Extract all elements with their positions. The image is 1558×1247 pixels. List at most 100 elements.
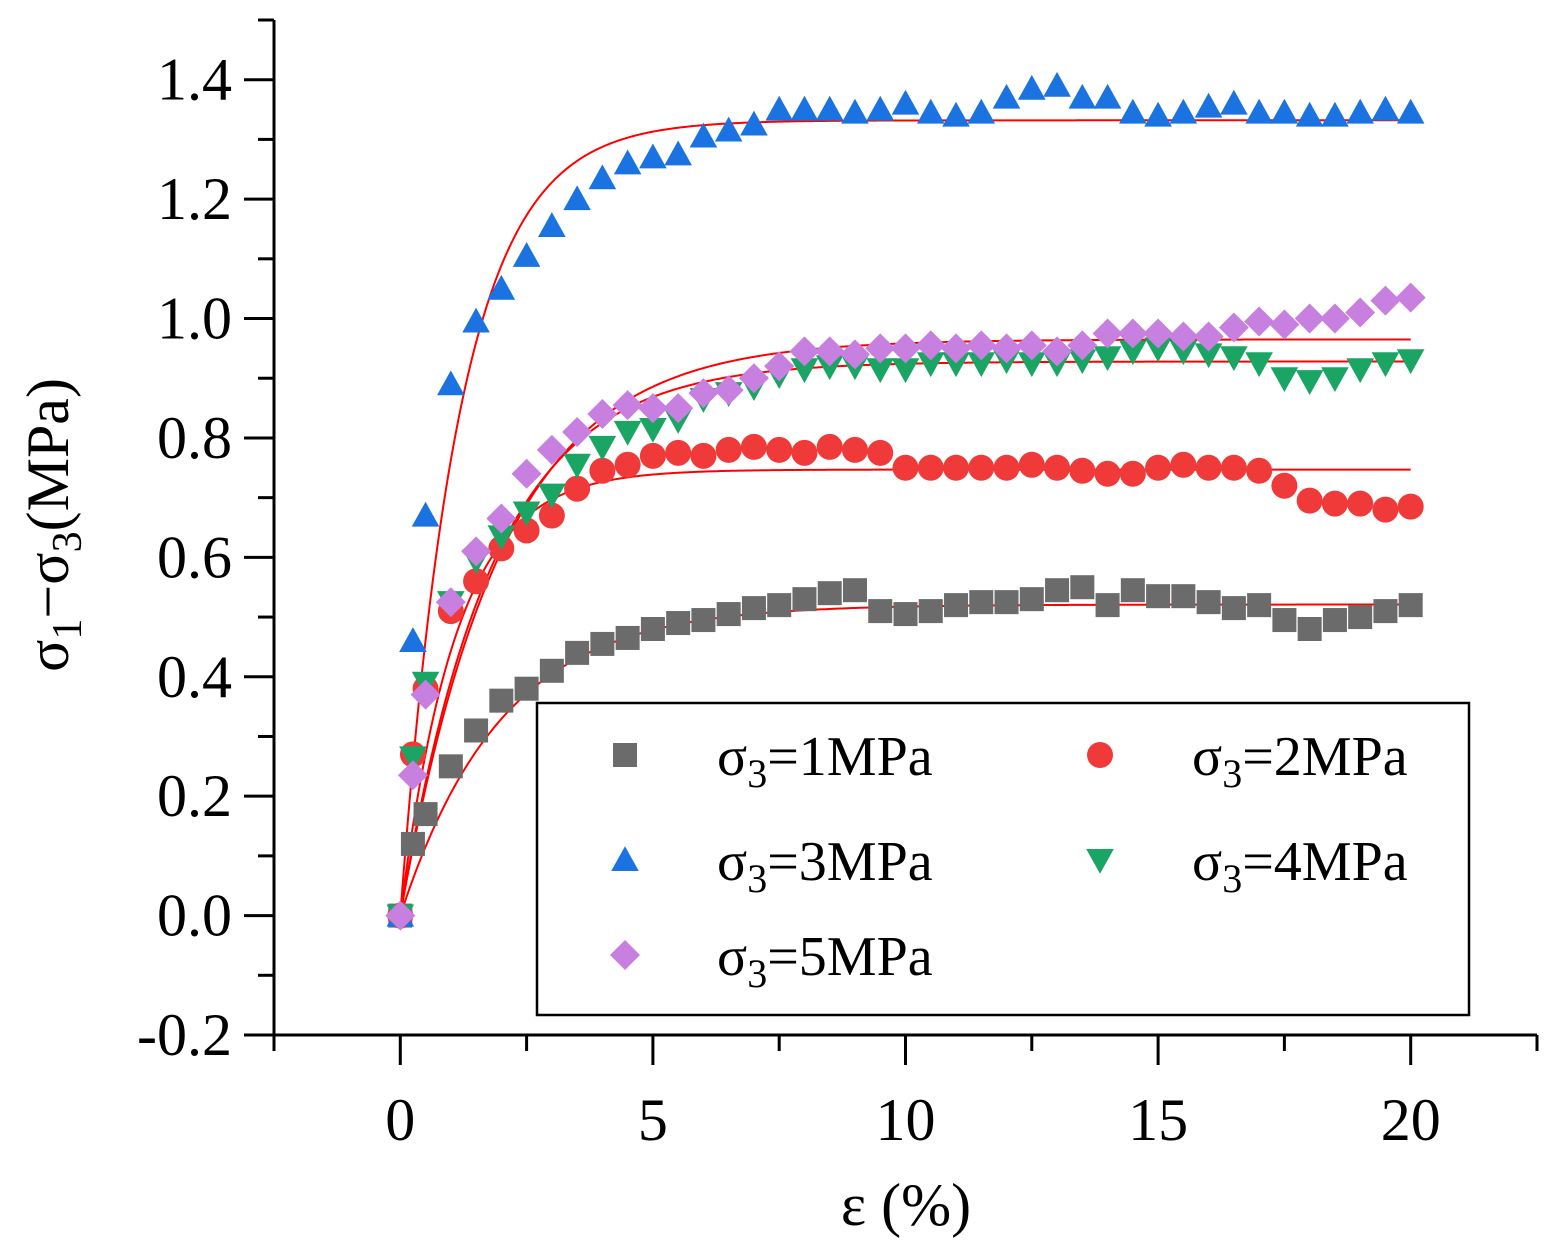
data-point	[639, 442, 666, 469]
data-point	[400, 831, 425, 856]
data-point	[942, 101, 970, 127]
data-point	[713, 375, 744, 406]
x-tick-label: 10	[876, 1087, 936, 1153]
x-tick-label: 20	[1381, 1087, 1441, 1153]
data-point	[461, 536, 492, 567]
data-point	[839, 339, 870, 370]
data-point	[866, 358, 895, 384]
data-point	[1094, 460, 1121, 487]
data-point	[1171, 584, 1196, 609]
data-point	[1246, 457, 1273, 484]
data-point	[588, 164, 617, 190]
data-point	[1093, 346, 1122, 372]
data-point	[1018, 451, 1045, 478]
data-point	[1119, 98, 1147, 124]
data-point	[538, 483, 566, 509]
data-point	[941, 333, 972, 364]
data-point	[1045, 578, 1070, 603]
x-tick-label: 0	[385, 1087, 415, 1153]
data-point	[487, 525, 516, 551]
data-point	[486, 503, 517, 534]
data-point	[1170, 451, 1197, 478]
data-point	[892, 454, 919, 481]
data-point	[814, 336, 845, 367]
data-point	[536, 434, 567, 465]
data-point	[1272, 608, 1297, 633]
data-point	[969, 590, 994, 615]
data-point	[992, 83, 1021, 109]
data-point	[1321, 101, 1349, 127]
data-point	[816, 433, 843, 460]
legend-label: σ3=1MPa	[717, 726, 933, 796]
data-point	[663, 393, 694, 424]
data-point	[741, 596, 766, 621]
data-point	[966, 330, 997, 361]
data-point	[917, 454, 944, 481]
series-5	[385, 282, 1426, 931]
data-point	[1144, 337, 1172, 363]
data-point	[1245, 352, 1273, 378]
data-point	[1194, 92, 1223, 118]
data-point	[1321, 490, 1348, 517]
data-point	[1169, 98, 1198, 124]
data-point	[942, 352, 970, 378]
x-tick-label: 5	[638, 1087, 668, 1153]
legend-marker	[1087, 742, 1113, 768]
data-point	[792, 587, 817, 612]
data-point	[512, 242, 541, 267]
data-point	[790, 95, 819, 121]
data-point	[891, 89, 920, 115]
legend-label: σ3=3MPa	[717, 831, 933, 901]
data-point	[991, 333, 1022, 364]
data-point	[1218, 312, 1249, 343]
data-point	[1395, 282, 1426, 313]
data-point	[1295, 370, 1324, 396]
x-tick-label: 15	[1128, 1087, 1188, 1153]
data-point	[587, 399, 618, 430]
data-point	[1043, 71, 1071, 97]
data-point	[640, 617, 665, 641]
legend-marker	[613, 743, 637, 767]
data-point	[967, 98, 996, 124]
data-point	[1247, 593, 1272, 618]
data-point	[1371, 352, 1400, 378]
legend-label: σ3=5MPa	[717, 926, 933, 996]
data-point	[1245, 98, 1273, 124]
data-point	[1396, 349, 1425, 375]
data-point	[1117, 318, 1148, 349]
y-title-sub3: 3	[45, 531, 91, 552]
data-point	[764, 351, 795, 382]
data-point	[1244, 306, 1275, 337]
data-point	[1194, 343, 1223, 369]
data-point	[564, 475, 591, 502]
data-point	[437, 370, 465, 396]
data-point	[740, 433, 767, 460]
data-point	[867, 439, 894, 466]
y-tick-label: 0.8	[157, 405, 232, 471]
y-title-unit: (MPa)	[15, 378, 81, 531]
data-point	[1396, 98, 1425, 124]
data-point	[1145, 454, 1172, 481]
data-point	[435, 587, 466, 618]
data-point	[615, 625, 640, 650]
data-point	[512, 501, 541, 527]
data-point	[868, 599, 893, 624]
data-point	[397, 760, 428, 791]
data-point	[1220, 89, 1248, 115]
data-point	[993, 454, 1020, 481]
data-point	[791, 439, 818, 466]
data-point	[1168, 321, 1199, 352]
y-axis-title: σ1−σ3(MPa)	[15, 378, 91, 672]
data-point	[462, 307, 490, 333]
data-point	[1220, 346, 1248, 372]
data-point	[688, 378, 719, 409]
fit-curve-3	[399, 119, 1411, 916]
data-point	[738, 363, 769, 394]
data-point	[1169, 340, 1198, 366]
data-point	[968, 454, 995, 481]
data-point	[815, 95, 844, 121]
data-point	[614, 451, 641, 478]
data-point	[464, 718, 489, 743]
data-point	[1294, 303, 1325, 334]
